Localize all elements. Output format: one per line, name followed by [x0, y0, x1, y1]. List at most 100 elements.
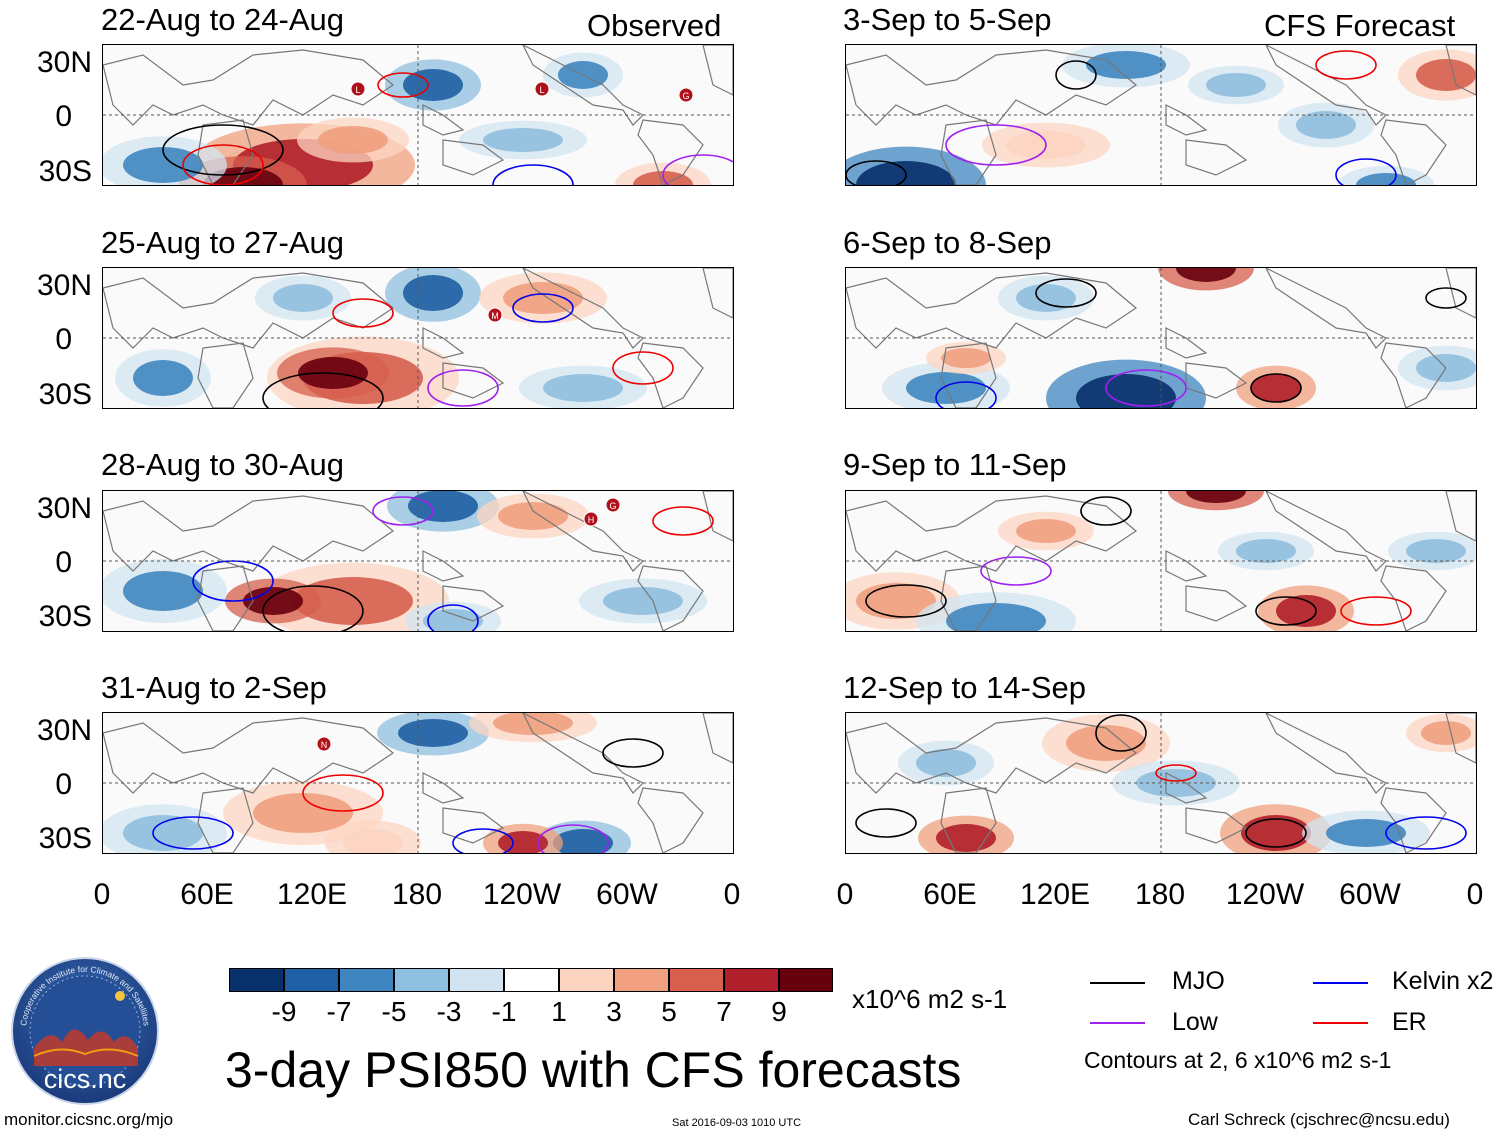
colorbar-label: -3 [436, 996, 462, 1027]
wave-contour [537, 824, 609, 853]
psi-anomaly-blob [1416, 59, 1476, 91]
psi-anomaly-blob [243, 587, 303, 615]
wave-contour [1035, 278, 1097, 308]
coastline [940, 342, 997, 408]
colorbar-units: x10^6 m2 s-1 [852, 984, 1008, 1014]
wave-contour [372, 496, 434, 526]
psi-anomaly-blob [1421, 721, 1471, 745]
footer-url[interactable]: monitor.cicsnc.org/mjo [4, 1110, 174, 1129]
map-field [103, 268, 733, 408]
coastline [422, 772, 465, 804]
psi-anomaly-blob [133, 360, 193, 396]
psi-anomaly-blob [123, 815, 203, 851]
wave-contour [662, 154, 733, 185]
coastline [1445, 713, 1476, 764]
psi-anomaly-blob [1236, 539, 1296, 563]
colorbar-swatch [504, 968, 559, 992]
lon-label: 60W [1339, 878, 1401, 911]
colorbar-swatch [614, 968, 669, 992]
coastline [1445, 491, 1476, 542]
colorbar-label: -5 [381, 996, 407, 1027]
colorbar-label: -9 [271, 996, 297, 1027]
colorbar-swatch [724, 968, 779, 992]
psi-anomaly-blob [1186, 491, 1246, 503]
psi-anomaly-blob [483, 128, 563, 152]
wave-contour [1080, 496, 1132, 526]
psi-anomaly-blob [123, 147, 203, 183]
wave-contour [1245, 818, 1307, 848]
map-panel-obs-3 [102, 490, 734, 632]
map-panel-fc-3 [845, 490, 1477, 632]
coastline [1380, 565, 1447, 631]
colorbar-label: 3 [606, 996, 622, 1027]
map-field [103, 713, 733, 853]
legend-line-er [1313, 1022, 1368, 1024]
psi-anomaly-blob [1016, 519, 1076, 543]
psi-anomaly-blob [1296, 111, 1356, 139]
map-panel-obs-2 [102, 267, 734, 409]
colorbar-swatch [284, 968, 339, 992]
coastline [197, 565, 254, 631]
psi-anomaly-blob [916, 749, 976, 777]
psi-anomaly-blob [343, 829, 403, 853]
wave-contour [262, 372, 384, 408]
colorbar-label: 7 [716, 996, 732, 1027]
coastline [1165, 550, 1208, 582]
wave-contour [980, 556, 1052, 586]
colorbar-swatch [229, 968, 284, 992]
map-panel-fc-4 [845, 712, 1477, 854]
forecast-column-title: CFS Forecast [1264, 8, 1456, 43]
wave-contour [1105, 369, 1187, 407]
coastline [1445, 45, 1476, 96]
lat-label-eq: 0 [55, 546, 72, 579]
lon-label: 60W [596, 878, 658, 911]
lon-label: 0 [1466, 878, 1484, 911]
psi-anomaly-blob [253, 793, 353, 833]
coastline [103, 495, 395, 572]
wave-contour [302, 774, 384, 812]
psi-anomaly-blob [1326, 819, 1406, 847]
panel-title-fc-1: 3-Sep to 5-Sep [843, 2, 1052, 37]
map-panel-obs-4 [102, 712, 734, 854]
psi-anomaly-blob [1066, 725, 1146, 761]
psi-anomaly-blob [493, 713, 573, 735]
psi-anomaly-blob [408, 491, 478, 522]
coastline [103, 272, 395, 349]
colorbar-swatch [339, 968, 394, 992]
psi-anomaly-blob [403, 275, 463, 311]
colorbar-swatch [669, 968, 724, 992]
coastline [197, 342, 254, 408]
logo-text: cics.nc [44, 1064, 127, 1094]
psi-anomaly-blob [503, 282, 583, 314]
psi-anomaly-blob [1176, 268, 1236, 282]
cics-logo: Cooperative Institute for Climate and Sa… [10, 956, 160, 1106]
colorbar-swatch [449, 968, 504, 992]
psi-anomaly-blob [856, 583, 936, 619]
coastline [1380, 342, 1447, 408]
colorbar-label: 5 [661, 996, 677, 1027]
coastline [702, 491, 733, 542]
observed-column-title: Observed [587, 8, 722, 43]
coastline [103, 717, 395, 794]
coastline [1445, 268, 1476, 319]
colorbar-label: 9 [771, 996, 787, 1027]
coastline [1165, 104, 1208, 136]
legend-label-kelvin: Kelvin x2 [1392, 967, 1494, 995]
lat-label-eq: 0 [55, 100, 72, 133]
psi-anomaly-blob [1076, 374, 1176, 408]
panel-title-obs-4: 31-Aug to 2-Sep [101, 670, 327, 705]
colorbar-label: 1 [551, 996, 567, 1027]
wave-contour [1155, 764, 1197, 782]
coastline [702, 713, 733, 764]
legend-line-kelvin [1313, 982, 1368, 984]
map-panel-fc-1 [845, 44, 1477, 186]
wave-contour [1315, 50, 1377, 80]
coastline [846, 272, 1138, 349]
wave-contour [152, 816, 234, 850]
lat-label-30s: 30S [38, 822, 92, 855]
legend-line-low [1090, 1022, 1145, 1024]
psi-anomaly-blob [603, 587, 683, 615]
wave-contour [1250, 373, 1302, 403]
coastline [1265, 713, 1388, 794]
wave-contour [332, 298, 394, 328]
